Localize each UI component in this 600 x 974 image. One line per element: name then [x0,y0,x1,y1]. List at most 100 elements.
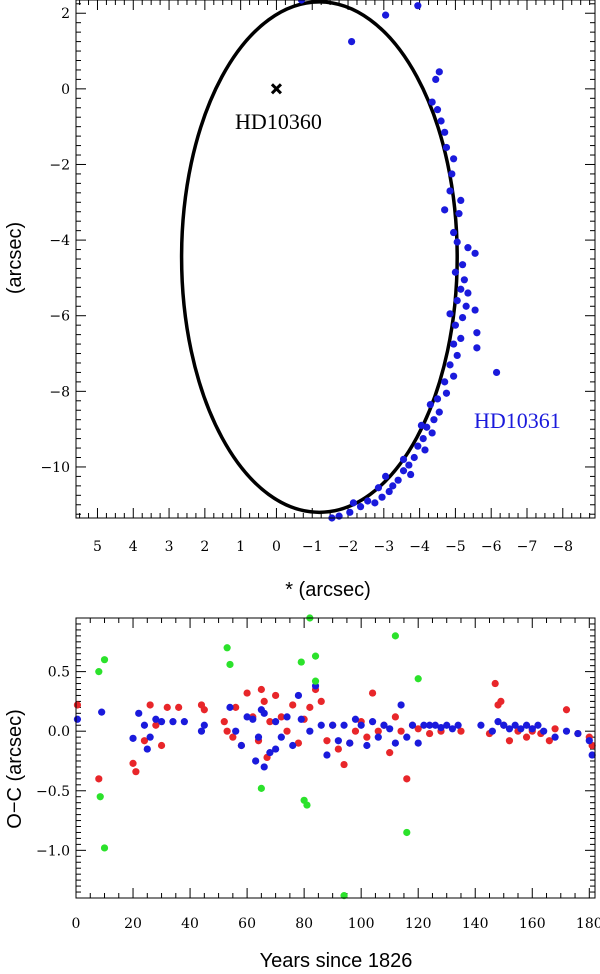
hd10361-point [374,484,383,492]
y-tick-label: 0.5 [48,665,70,681]
blue-point [380,721,388,729]
blue-point [494,718,502,726]
blue-point [574,729,582,738]
secondary-star-label: HD10361 [474,408,561,433]
blue-point [140,721,149,729]
red-point [391,713,399,721]
x-tick-label: 4 [129,539,138,555]
blue-point [522,721,531,729]
blue-point [146,733,154,741]
blue-point [73,715,82,723]
blue-point [200,721,208,729]
red-point [283,727,291,735]
hd10361-point [446,310,454,318]
red-point [229,733,237,741]
x-tick-label: 1 [236,539,245,555]
x-tick-label: −4 [409,539,430,555]
red-point [132,768,140,776]
red-point [414,725,422,733]
red-point [491,679,499,688]
green-point [340,892,348,900]
y-tick-label: −0.5 [36,784,70,800]
hd10361-point [428,98,436,106]
red-point [403,775,411,783]
y-tick-label: −2 [49,157,70,173]
y-tick-label: 0 [61,82,70,98]
hd10361-point [430,416,438,424]
y-tick-label: −1.0 [36,843,70,859]
blue-point [551,733,559,741]
hd10361-point [464,244,472,252]
blue-point [283,713,291,721]
blue-point [357,721,365,729]
green-point [257,784,265,792]
red-point [140,737,149,745]
y-tick-label: 2 [61,6,70,22]
red-point [157,741,166,750]
y-tick-label: 0.0 [48,724,70,740]
hd10361-point [405,461,413,469]
blue-point [289,741,297,750]
hd10361-point [382,472,390,481]
blue-point [351,715,360,723]
hd10361-point [364,497,372,505]
blue-point [408,721,417,729]
red-point [374,727,382,735]
blue-point [306,727,314,735]
red-point [522,733,531,741]
blue-point [448,725,457,733]
residual-x-axis-title: Years since 1826 [260,950,413,972]
hd10361-point [450,372,458,380]
x-tick-label: 180 [576,916,600,932]
blue-point [323,751,331,759]
residual-y-tick-labels: 0.5 0.0 −0.5 −1.0 [36,665,70,860]
blue-point [585,737,593,745]
blue-point [272,745,280,753]
hd10361-point [464,289,472,297]
blue-point [403,733,411,741]
green-point [391,632,399,640]
hd10361-point [446,361,454,369]
red-point [457,727,465,735]
hd10361-point [426,400,434,409]
blue-point [98,708,106,716]
green-point [100,844,109,852]
blue-point [143,745,151,753]
red-point [562,706,571,714]
green-point [414,675,422,683]
hd10361-point [457,196,465,204]
red-point [146,701,154,709]
hd10361-point [417,421,426,429]
hd10361-point [382,11,390,19]
x-tick-label: −3 [374,539,395,555]
blue-point [363,741,371,750]
red-point [152,721,160,729]
x-tick-label: 0 [272,539,281,555]
blue-point [272,718,280,726]
x-tick-label: −7 [517,539,538,555]
blue-point [477,721,485,729]
hd10361-point [410,453,418,462]
hd10361-point [437,117,445,125]
red-point [294,739,303,747]
residual-chart: 0 20 40 60 80 100 120 140 160 180 0.50.0−0.5−1.0 … [4,614,600,972]
blue-point [426,721,434,729]
blue-point [420,721,428,729]
blue-point [297,715,305,723]
hd10361-point [433,395,442,403]
red-point [129,759,137,767]
residual-chart-frame [75,617,596,899]
x-tick-label: −1 [302,539,323,555]
orbit-y-axis-title: (arcsec) [4,222,26,294]
hd10361-point [492,368,501,377]
hd10361-point [432,75,440,84]
red-point [277,713,285,721]
hd10361-point [399,467,408,475]
blue-point [414,739,422,747]
hd10361-point [441,128,449,136]
blue-point [135,709,143,717]
blue-point [260,763,268,771]
hd10361-point [433,106,442,114]
blue-point [129,734,137,742]
hd10361-point [435,408,443,416]
